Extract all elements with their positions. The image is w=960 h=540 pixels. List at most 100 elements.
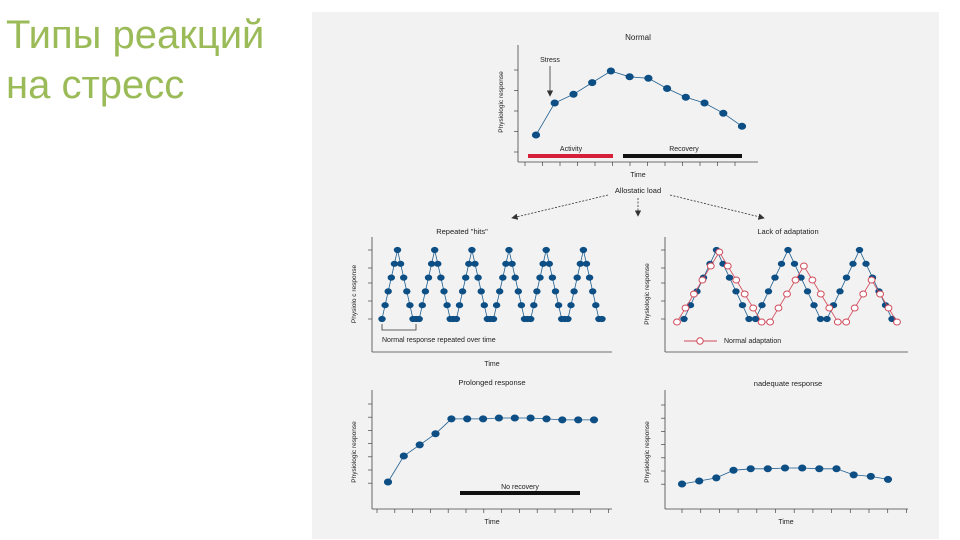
normal-time-label: Time: [630, 172, 645, 179]
prolonged-series: [383, 414, 599, 486]
repeated-point-18: [431, 246, 439, 254]
no-recovery-label: No recovery: [501, 484, 539, 491]
normal-y-label: Physiologic response: [498, 71, 505, 133]
figure-svg: Normal Physiologic response Stress Activ…: [351, 33, 908, 526]
repeat-bracket: [381, 324, 417, 331]
lack-red-point-4: [698, 276, 707, 284]
lack-blue-point-28: [855, 246, 864, 254]
prolonged-line: [387, 417, 594, 483]
repeated-point-21: [440, 288, 448, 295]
repeated-point-45: [514, 288, 523, 295]
panel-normal: Normal Physiologic response Stress Activ…: [498, 33, 758, 179]
branch-arrow-left: [511, 194, 609, 220]
lack-red-point-7: [723, 262, 732, 270]
lack-blue-point-8: [725, 274, 734, 281]
lack-red-point-10: [749, 304, 758, 312]
lack-blue-point-11: [745, 315, 753, 323]
panel-lack-of-adaptation: Lack of adaptation Physiologic response …: [644, 227, 908, 353]
lack-blue-point-25: [836, 288, 844, 295]
lack-red-point-9: [740, 290, 749, 298]
repeated-point-52: [536, 274, 544, 281]
repeated-point-3: [384, 288, 392, 295]
lack-red-point-11: [757, 318, 766, 326]
prolonged-point-7: [479, 415, 488, 423]
prolonged-time-label: Time: [484, 519, 499, 526]
lack-blue-point-29: [862, 260, 870, 267]
repeated-point-46: [517, 302, 526, 309]
allostatic-load-label: Allostatic load: [615, 186, 661, 195]
repeated-point-42: [505, 246, 513, 254]
lack-red-point-15: [791, 276, 800, 284]
normal-x-ticks: [524, 162, 736, 166]
normal-point-12: [737, 122, 747, 130]
repeated-point-10: [406, 302, 414, 309]
inadequate-point-11: [849, 471, 858, 479]
repeated-point-8: [400, 274, 408, 281]
prolonged-point-5: [447, 415, 456, 423]
repeated-point-55: [545, 260, 554, 267]
allostatic-load-figure: Normal Physiologic response Stress Activ…: [312, 12, 939, 539]
normal-point-2: [550, 99, 559, 107]
inadequate-series: [677, 464, 893, 488]
repeated-point-33: [477, 288, 485, 295]
repeated-point-43: [508, 260, 516, 267]
lack-red-point-3: [690, 290, 698, 298]
repeated-point-44: [511, 274, 519, 281]
lack-blue-point-15: [771, 274, 779, 281]
lack-red-point-25: [876, 290, 884, 298]
lack-blue-point-27: [849, 260, 857, 267]
repeated-point-65: [576, 260, 584, 267]
repeated-point-19: [434, 260, 442, 267]
repeated-point-63: [570, 288, 578, 295]
normal-point-10: [700, 99, 709, 107]
lack-blue-point-10: [738, 302, 747, 309]
normal-point-5: [606, 67, 615, 75]
normal-point-9: [681, 93, 690, 101]
repeated-point-66: [579, 246, 588, 254]
repeated-point-39: [496, 288, 504, 295]
panel-prolonged-response: Prolonged response Physiologic response …: [351, 378, 612, 526]
lack-blue-point-12: [751, 315, 760, 323]
repeated-point-1: [378, 315, 386, 323]
inadequate-x-ticks: [681, 509, 907, 513]
repeated-point-15: [421, 288, 430, 295]
panel-inadequate-response: nadequate response Physiologic response …: [644, 379, 908, 526]
normal-y-ticks: [514, 69, 518, 153]
prolonged-point-10: [526, 414, 535, 422]
repeated-point-72: [598, 315, 606, 323]
lack-blue-point-18: [790, 260, 799, 267]
repeated-point-9: [403, 288, 411, 295]
legend-normal-adaptation-marker: [696, 337, 704, 345]
repeated-point-31: [471, 260, 479, 267]
repeated-point-51: [533, 288, 541, 295]
repeated-point-37: [489, 315, 498, 323]
lack-blue-point-1: [680, 315, 688, 323]
prolonged-x-ticks: [376, 509, 609, 513]
lack-series-blue: [680, 246, 896, 323]
inadequate-point-9: [815, 465, 824, 473]
lack-blue-point-14: [764, 288, 773, 295]
prolonged-point-13: [574, 416, 583, 424]
lack-red-point-14: [783, 290, 791, 298]
lack-red-point-8: [732, 276, 741, 284]
prolonged-point-14: [589, 416, 599, 424]
lack-y-label: Physiologic response: [644, 263, 651, 325]
repeated-y-label: Physiolo c response: [351, 265, 358, 324]
repeated-point-58: [554, 302, 563, 309]
repeated-point-14: [418, 302, 427, 309]
repeated-point-30: [468, 246, 476, 254]
repeated-point-29: [465, 260, 473, 267]
lack-blue-point-17: [784, 246, 792, 254]
inadequate-time-label: Time: [778, 519, 793, 526]
lack-red-point-23: [859, 290, 868, 298]
lack-red-point-2: [681, 304, 690, 312]
lack-red-point-20: [833, 318, 842, 326]
repeated-point-61: [564, 315, 572, 323]
lack-red-point-6: [715, 248, 724, 256]
prolonged-point-6: [463, 415, 472, 423]
lack-blue-point-13: [758, 302, 766, 309]
normal-point-8: [663, 85, 672, 92]
inadequate-point-10: [832, 465, 841, 473]
prolonged-point-9: [510, 414, 519, 422]
repeated-point-25: [452, 315, 461, 323]
